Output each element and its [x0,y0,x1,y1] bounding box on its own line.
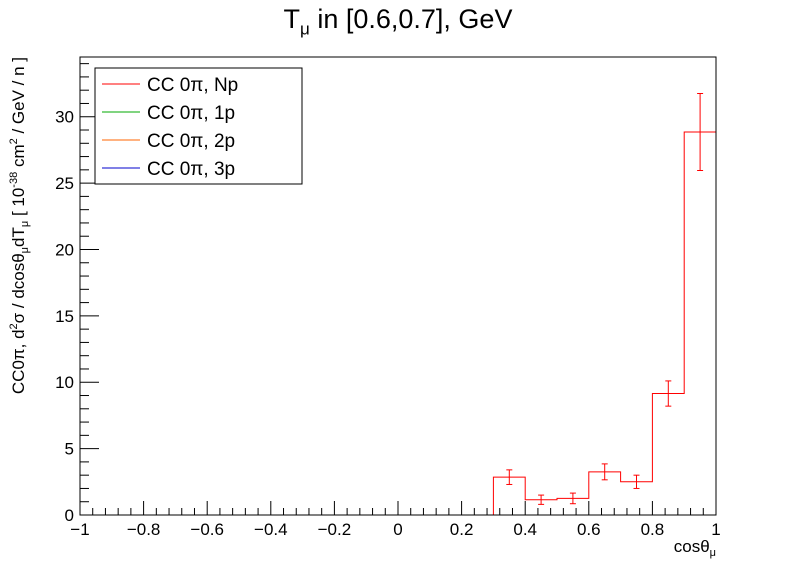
title-rest: in [0.6,0.7], GeV [309,4,513,34]
y-label-part: dT [9,227,28,247]
y-label-part: cm [9,144,28,171]
legend: CC 0π, Np CC 0π, 1p CC 0π, 2p CC 0π, 3p [94,67,303,185]
title-main: T [283,4,301,34]
axis-tick-labels: −1 −0.8 −0.6 −0.4 −0.2 0 0.2 0.4 0.6 0.8 105101520… [55,108,721,539]
legend-label: CC 0π, 3p [147,159,235,180]
y-tick-label: 5 [65,440,74,459]
plot-frame [79,56,717,516]
x-tick-label: 0.4 [513,520,537,539]
y-label-part: σ / dcosθ [9,253,28,323]
y-tick-label: 25 [55,174,74,193]
y-tick-label: 15 [55,307,74,326]
histogram-series [80,131,716,516]
x-tick-label: 1 [711,520,720,539]
x-tick-label: −0.6 [190,520,224,539]
y-label-sup: 2 [8,323,20,329]
y-tick-label: 10 [55,373,74,392]
x-tick-label: −0.8 [127,520,161,539]
legend-entries: CC 0π, Np CC 0π, 1p CC 0π, 2p CC 0π, 3p [102,75,238,180]
y-axis-label: CC0π, d2σ / dcosθμdTμ [ 10-38 cm2 / GeV … [8,57,31,394]
x-axis-label-subscript: μ [710,547,716,559]
x-axis-label-main: cosθ [674,537,710,556]
x-tick-label: 0.2 [450,520,474,539]
y-label-part: [ 10 [9,188,28,221]
legend-label: CC 0π, 1p [147,103,235,124]
legend-label: CC 0π, Np [147,75,238,96]
legend-label: CC 0π, 2p [147,131,235,152]
y-tick-label: 20 [55,240,74,259]
x-tick-label: −0.4 [254,520,288,539]
y-label-part: / GeV / n ] [9,57,28,138]
y-tick-label: 30 [55,108,74,127]
y-tick-label: 0 [65,506,74,525]
y-label-sub: μ [19,221,31,227]
x-tick-label: −1 [70,520,89,539]
y-label-sup: 2 [8,138,20,144]
x-axis-label: cosθμ [674,537,716,559]
legend-box [94,67,303,185]
y-label-sup: -38 [8,172,20,188]
x-tick-label: 0.8 [641,520,665,539]
y-label-part: CC0π, d [9,329,28,394]
series-line-1 [80,131,716,516]
error-bars [506,93,704,505]
y-label-sub: μ [19,247,31,253]
title-subscript: μ [300,19,310,39]
x-tick-label: −0.2 [318,520,352,539]
x-tick-label: 0 [393,520,402,539]
chart-title: Tμ in [0.6,0.7], GeV [0,4,796,39]
x-tick-label: 0.6 [577,520,601,539]
